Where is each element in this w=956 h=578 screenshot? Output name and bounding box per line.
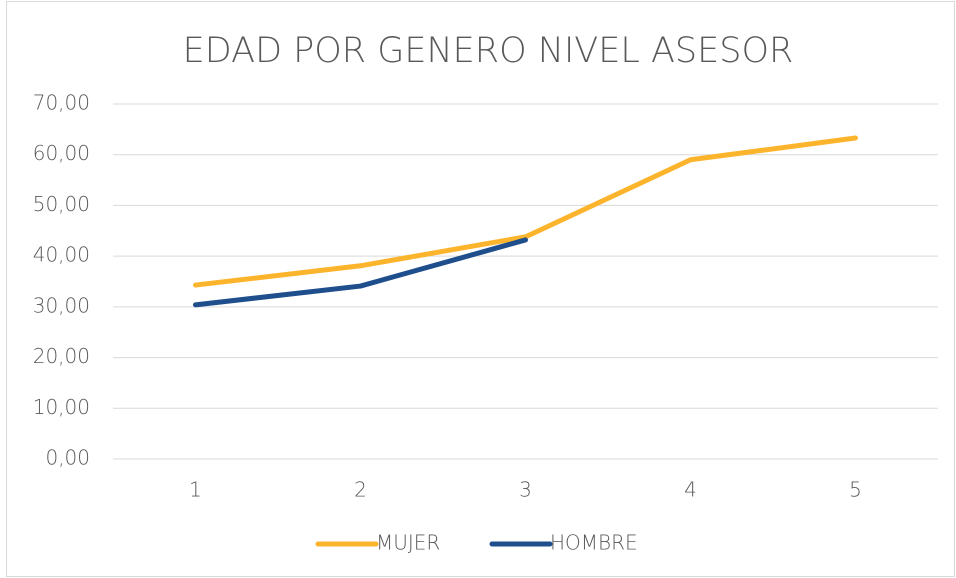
line-series xyxy=(193,237,528,308)
y-tick-label: 70,00 xyxy=(33,91,90,115)
y-tick-label: 10,00 xyxy=(33,395,90,419)
legend-label: HOMBRE xyxy=(550,531,638,555)
x-tick-label: 2 xyxy=(354,478,367,502)
x-tick-label: 4 xyxy=(684,478,697,502)
x-tick-label: 5 xyxy=(849,478,862,502)
line-series xyxy=(193,135,858,288)
y-tick-label: 40,00 xyxy=(33,243,90,267)
y-tick-label: 0,00 xyxy=(45,446,90,470)
y-tick-label: 60,00 xyxy=(33,141,90,165)
y-tick-label: 20,00 xyxy=(33,344,90,368)
legend-label: MUJER xyxy=(376,531,440,555)
chart-border xyxy=(6,1,955,577)
x-tick-label: 1 xyxy=(189,478,202,502)
y-tick-label: 30,00 xyxy=(33,293,90,317)
y-tick-label: 50,00 xyxy=(33,192,90,216)
x-tick-label: 3 xyxy=(519,478,532,502)
chart-title: EDAD POR GENERO NIVEL ASESOR xyxy=(183,31,794,71)
